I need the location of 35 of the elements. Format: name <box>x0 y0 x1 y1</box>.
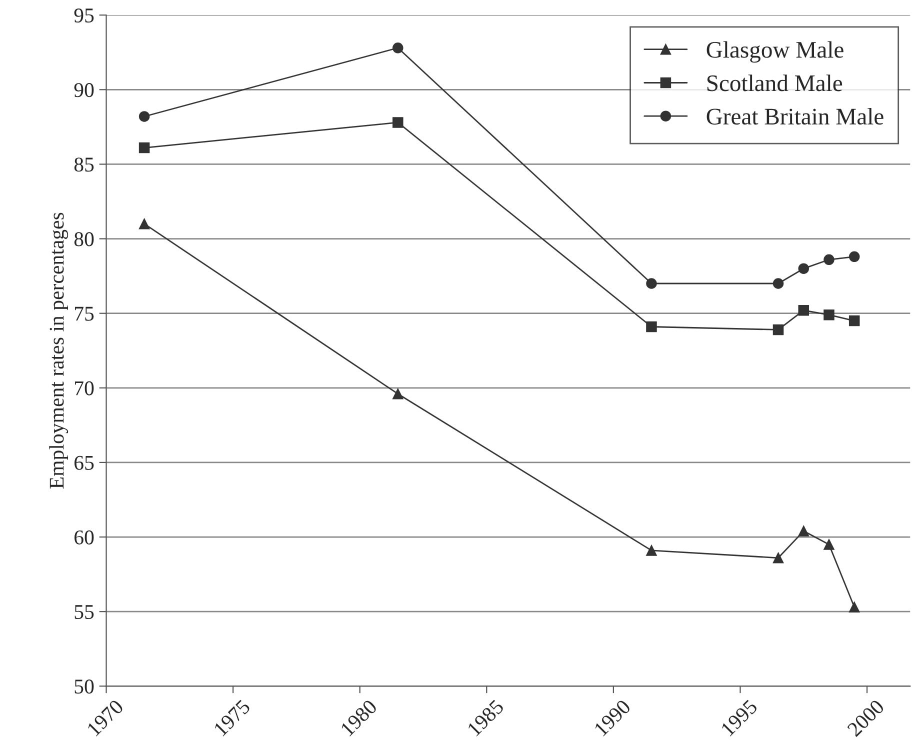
legend-label: Great Britain Male <box>706 108 884 125</box>
legend-label: Glasgow Male <box>706 41 844 63</box>
y-tick-label: 80 <box>74 232 94 246</box>
y-tick-label: 55 <box>74 605 94 620</box>
point <box>138 111 150 122</box>
point <box>824 309 834 320</box>
point <box>772 324 784 336</box>
point <box>392 42 404 54</box>
y-axis-title: Employment rates in percentages <box>49 212 68 489</box>
point <box>772 278 784 289</box>
y-tick-label: 70 <box>74 381 94 396</box>
point <box>646 278 657 289</box>
y-tick-label: 95 <box>74 8 94 23</box>
point <box>646 321 657 332</box>
y-tick-label: 65 <box>74 456 94 470</box>
point <box>138 218 150 230</box>
point <box>798 263 810 274</box>
point <box>848 251 860 262</box>
point <box>824 254 834 266</box>
point <box>138 142 150 154</box>
point <box>824 539 834 550</box>
y-tick-label: 90 <box>74 83 94 98</box>
point <box>392 388 404 400</box>
point <box>798 526 810 536</box>
point <box>392 117 404 128</box>
y-tick-label: 50 <box>74 680 94 694</box>
y-tick-label: 60 <box>74 530 94 544</box>
y-tick-label: 75 <box>74 306 94 321</box>
point <box>848 602 860 612</box>
point <box>646 545 657 556</box>
point <box>798 304 810 316</box>
y-tick-label: 85 <box>74 158 94 172</box>
point <box>848 315 860 326</box>
legend-label: Scotland Male <box>707 74 842 92</box>
point <box>772 552 784 564</box>
